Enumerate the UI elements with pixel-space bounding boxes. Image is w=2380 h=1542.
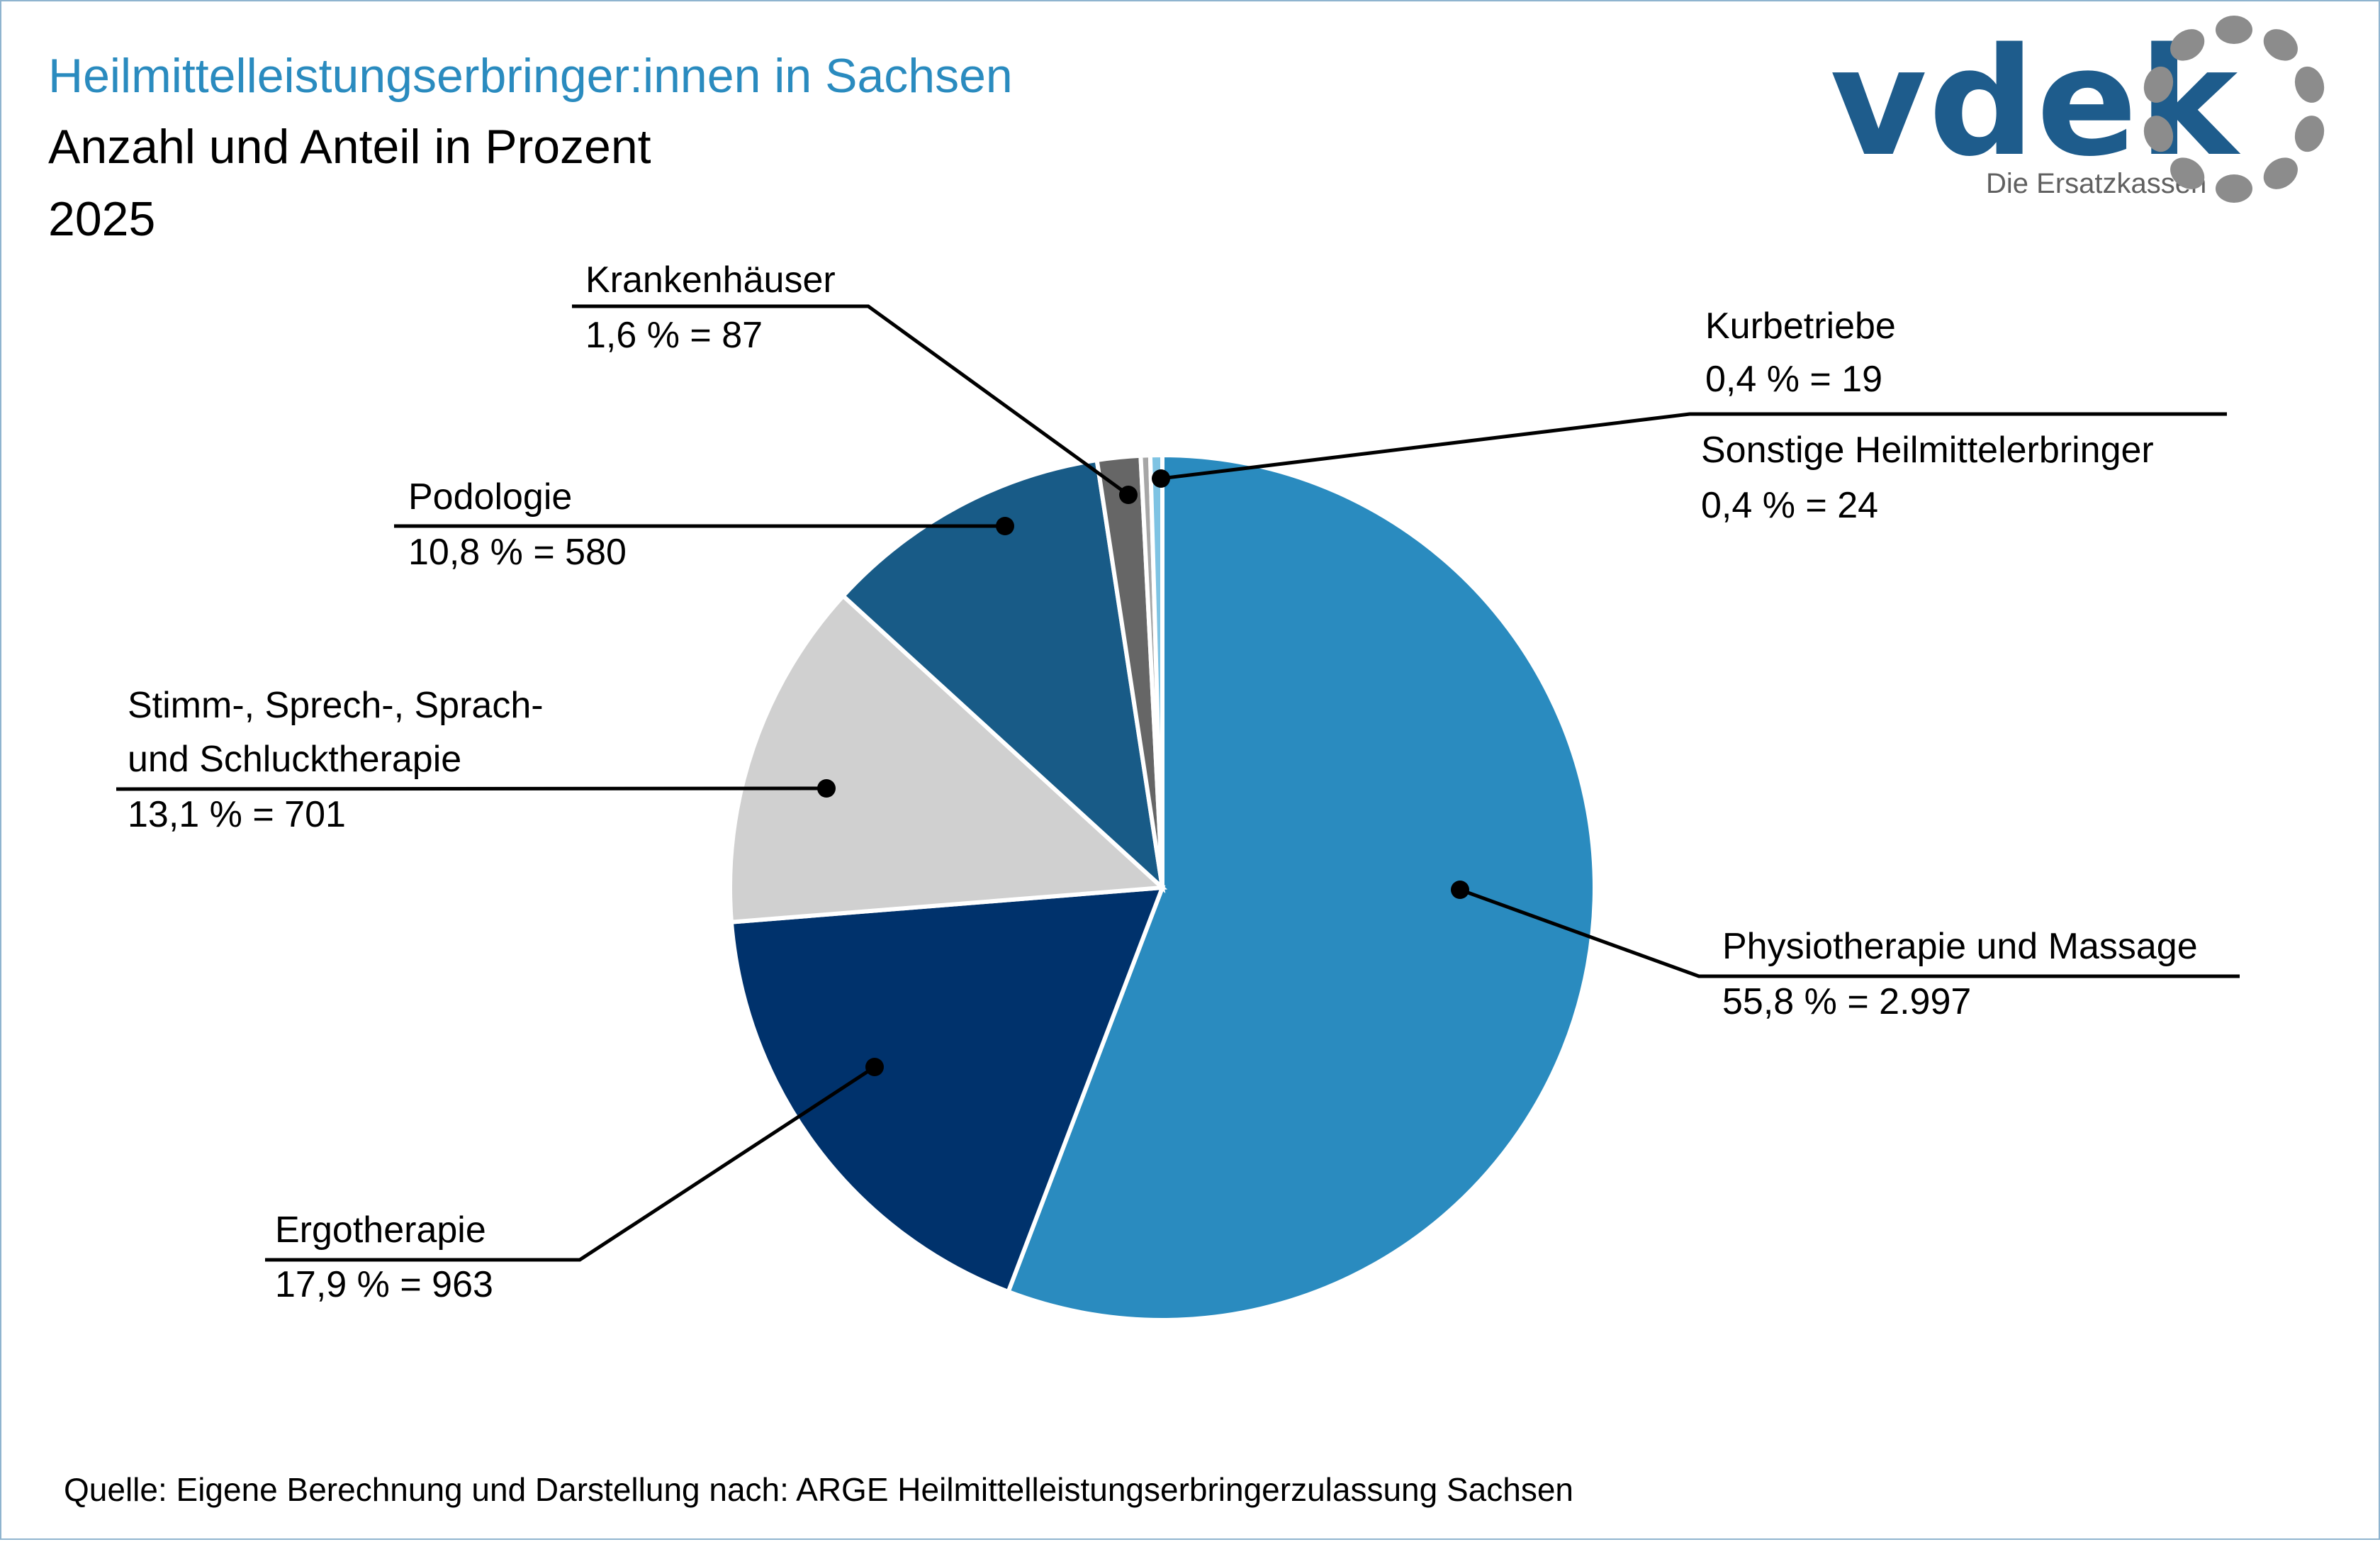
leader-line-stimm	[116, 786, 827, 791]
leader-lines	[116, 304, 2240, 1262]
chart-subtitle: Anzahl und Anteil in Prozent	[48, 120, 651, 174]
pie-slice-podo	[840, 457, 1166, 893]
leader-dot-kur	[1152, 469, 1170, 488]
logo-ring-dot	[2216, 174, 2252, 203]
slice-label-kur: Kurbetriebe	[1705, 306, 1896, 347]
slice-label-sonst: Sonstige Heilmittelerbringer	[1701, 430, 2154, 471]
leader-dot-ergo	[865, 1058, 884, 1076]
dotted-ring-icon	[2143, 16, 2325, 203]
slice-value-physio: 55,8 % = 2.997	[1722, 981, 1971, 1022]
logo-ring-dot	[2294, 66, 2325, 103]
pie-slice-physio	[1005, 452, 1597, 1322]
logo-ring-dot	[2170, 157, 2205, 189]
slice-label-stimm: Stimm-, Sprech-, Sprach-	[128, 685, 544, 726]
slice-label-stimm-line2: und Schlucktherapie	[128, 739, 461, 780]
logo-ring-dot	[2216, 16, 2252, 44]
logo-ring-dot	[2143, 66, 2174, 103]
leader-dot-physio	[1451, 881, 1469, 899]
slice-value-sonst: 0,4 % = 24	[1701, 485, 1878, 526]
slice-value-ergo: 17,9 % = 963	[275, 1264, 493, 1305]
slice-label-podo: Podologie	[408, 476, 572, 518]
slice-value-podo: 10,8 % = 580	[408, 532, 627, 573]
leader-dot-stimm	[817, 779, 836, 798]
logo-tagline: Die Ersatzkassen	[1986, 168, 2206, 199]
slice-value-kranken: 1,6 % = 87	[585, 315, 763, 356]
pie-slice-sonst	[1147, 452, 1164, 888]
logo-ring-dot	[2263, 157, 2298, 189]
logo-ring-dot	[2170, 29, 2205, 61]
leader-line-ergo	[265, 1065, 876, 1262]
slice-value-stimm: 13,1 % = 701	[128, 794, 346, 835]
logo-ring-dot	[2294, 116, 2325, 152]
source-note: Quelle: Eigene Berechnung und Darstellun…	[64, 1471, 1573, 1508]
leader-dot-podo	[996, 517, 1014, 535]
slice-value-kur: 0,4 % = 19	[1705, 359, 1882, 400]
slice-label-physio: Physiotherapie und Massage	[1722, 926, 2198, 967]
pie-slice-stimm	[728, 593, 1168, 924]
leader-dot-kranken	[1119, 486, 1138, 504]
leader-line-kur	[1160, 412, 2227, 481]
logo-ring-dot	[2263, 29, 2298, 61]
chart-title: Heilmittelleistungserbringer:innen in Sa…	[48, 49, 1013, 103]
slice-label-kranken: Krankenhäuser	[585, 259, 836, 301]
vdek-logo: vdek Die Ersatzkassen	[1830, 16, 2325, 203]
leader-line-physio	[1459, 888, 2240, 978]
slice-label-ergo: Ergotherapie	[275, 1209, 486, 1251]
chart-year: 2025	[48, 192, 155, 246]
pie-slice-ergo	[729, 885, 1166, 1295]
leader-line-kranken	[572, 304, 1130, 497]
pie-slices	[728, 452, 1597, 1322]
logo-ring-dot	[2143, 116, 2174, 152]
slice-labels: Physiotherapie und Massage 55,8 % = 2.997…	[128, 259, 2198, 1305]
